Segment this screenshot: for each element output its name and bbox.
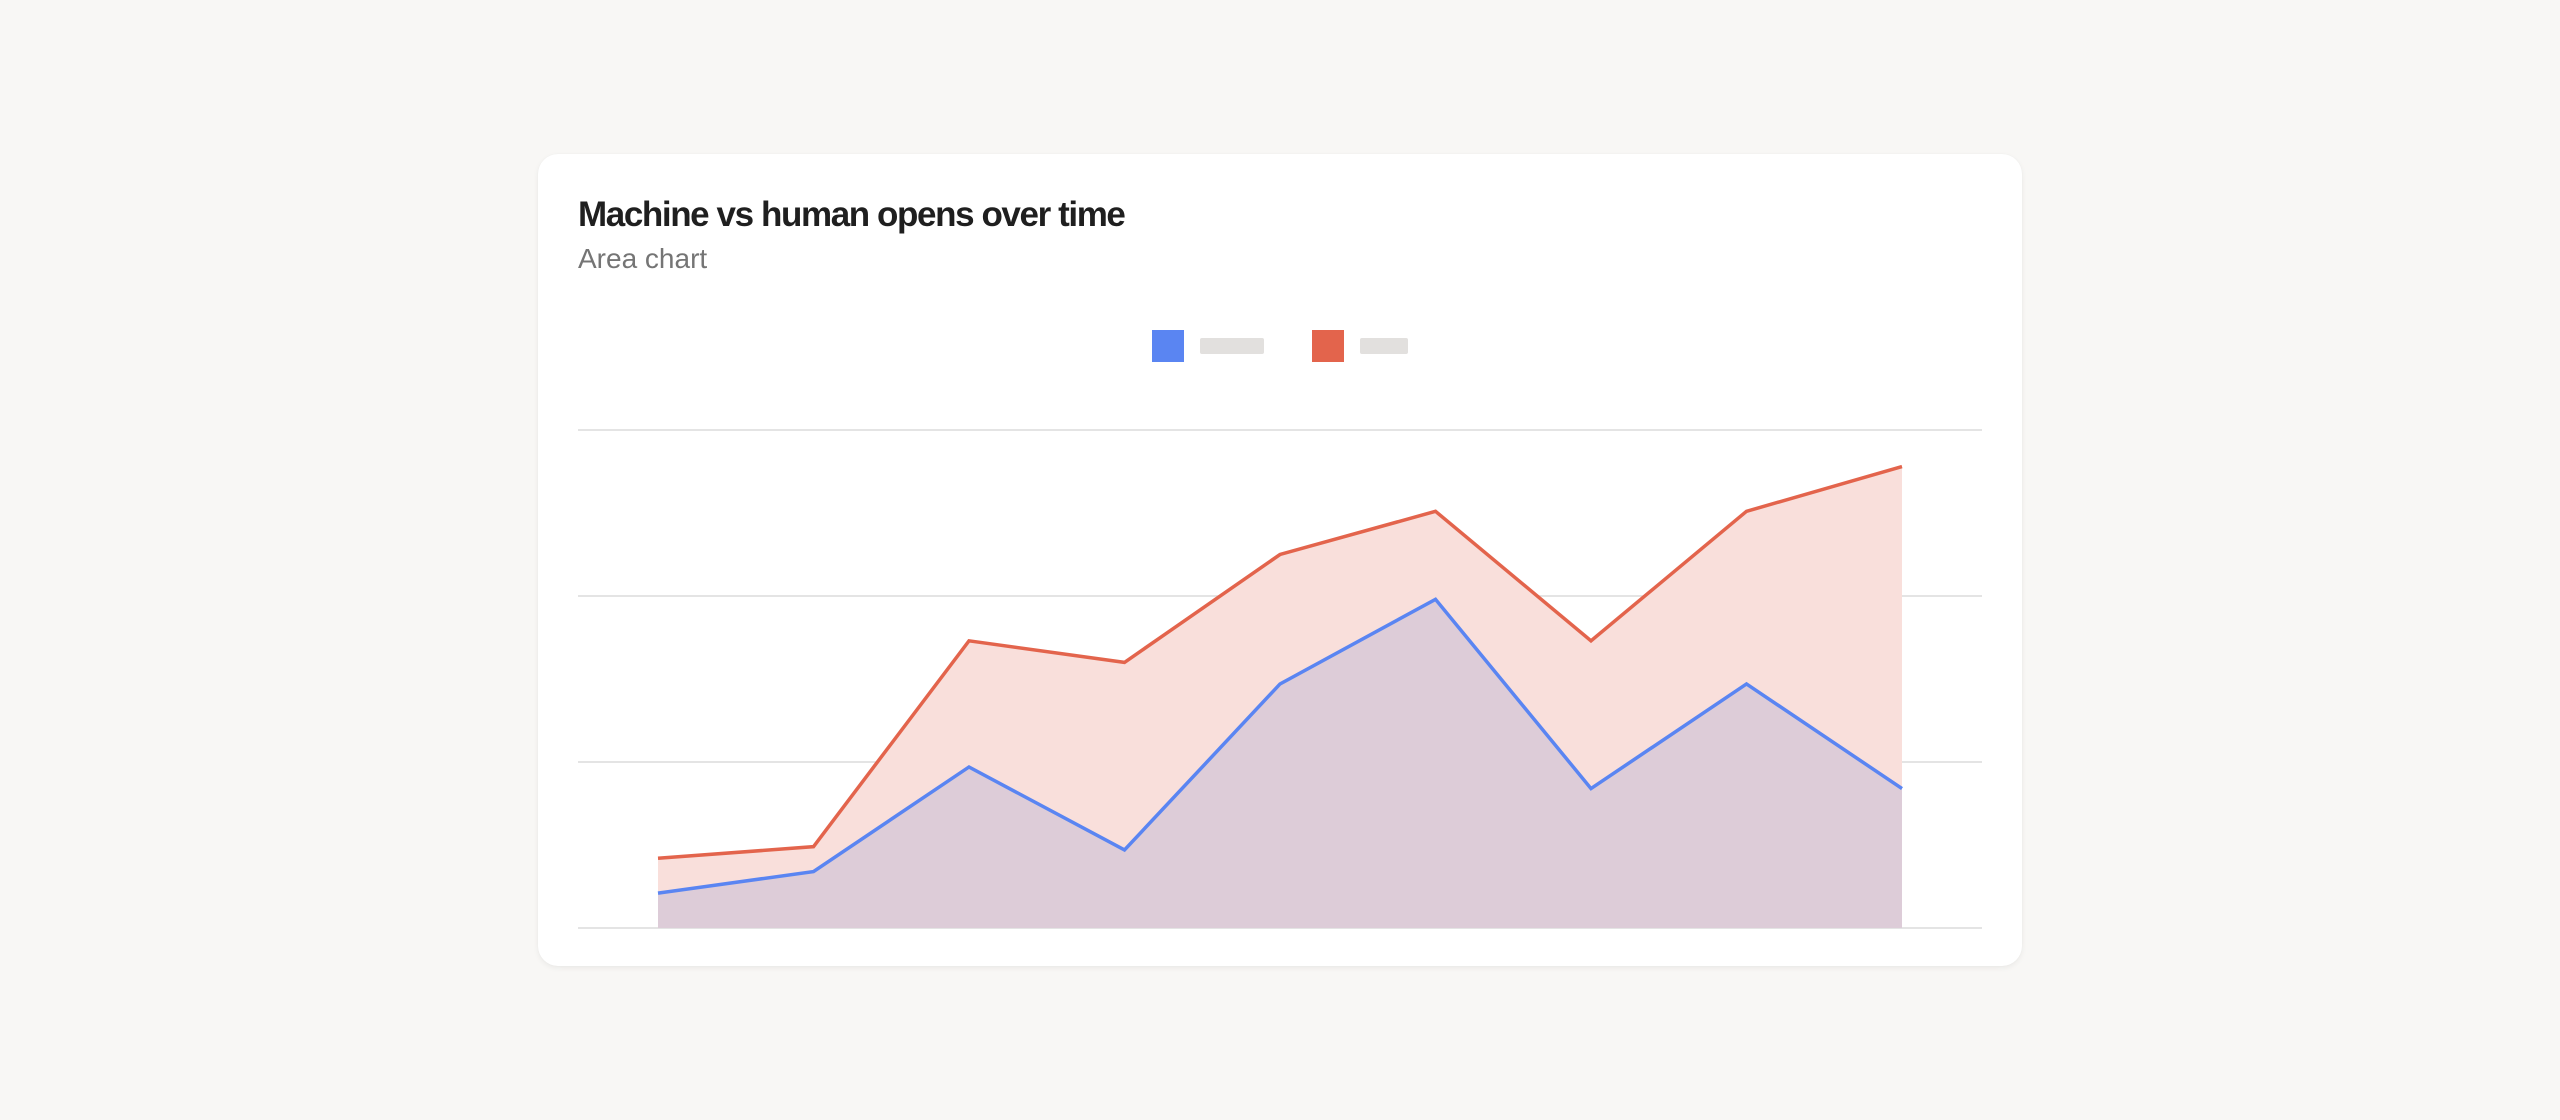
- point-series-1-1[interactable]: [808, 866, 820, 878]
- point-series-1-2[interactable]: [963, 761, 975, 773]
- point-series-2-2[interactable]: [963, 635, 975, 647]
- legend-item-series-2[interactable]: [1312, 330, 1408, 362]
- chart-subtitle: Area chart: [578, 243, 708, 274]
- point-series-1-0[interactable]: [652, 887, 664, 899]
- line-series-1[interactable]: [657, 597, 1903, 895]
- point-series-2-4[interactable]: [1274, 549, 1286, 561]
- chart-legend: [538, 330, 2022, 362]
- point-series-1-4[interactable]: [1274, 678, 1286, 690]
- point-series-1-5[interactable]: [1430, 593, 1442, 605]
- point-series-2-8[interactable]: [1896, 461, 1908, 473]
- point-series-1-3[interactable]: [1119, 844, 1131, 856]
- chart-title: Machine vs human opens over time: [578, 195, 1126, 234]
- chart-card: Machine vs human opens over time Area ch…: [538, 154, 2022, 966]
- area-series-1: [658, 599, 1902, 928]
- point-series-2-7[interactable]: [1741, 505, 1753, 517]
- point-series-2-1[interactable]: [808, 841, 820, 853]
- point-series-1-8[interactable]: [1896, 783, 1908, 795]
- point-series-1-7[interactable]: [1741, 678, 1753, 690]
- legend-label-series-2: [1360, 338, 1408, 354]
- legend-label-series-1: [1200, 338, 1264, 354]
- point-series-2-5[interactable]: [1430, 505, 1442, 517]
- legend-item-series-1[interactable]: [1152, 330, 1264, 362]
- line-series-2[interactable]: [657, 464, 1903, 861]
- point-series-2-0[interactable]: [652, 852, 664, 864]
- legend-swatch-series-1: [1152, 330, 1184, 362]
- point-series-2-6[interactable]: [1585, 635, 1597, 647]
- point-series-2-3[interactable]: [1119, 656, 1131, 668]
- series-areas: [658, 466, 1902, 928]
- legend-swatch-series-2: [1312, 330, 1344, 362]
- series-lines: [652, 461, 1908, 899]
- area-chart-svg: [578, 429, 1982, 929]
- point-series-1-6[interactable]: [1585, 783, 1597, 795]
- area-chart: [578, 424, 1982, 934]
